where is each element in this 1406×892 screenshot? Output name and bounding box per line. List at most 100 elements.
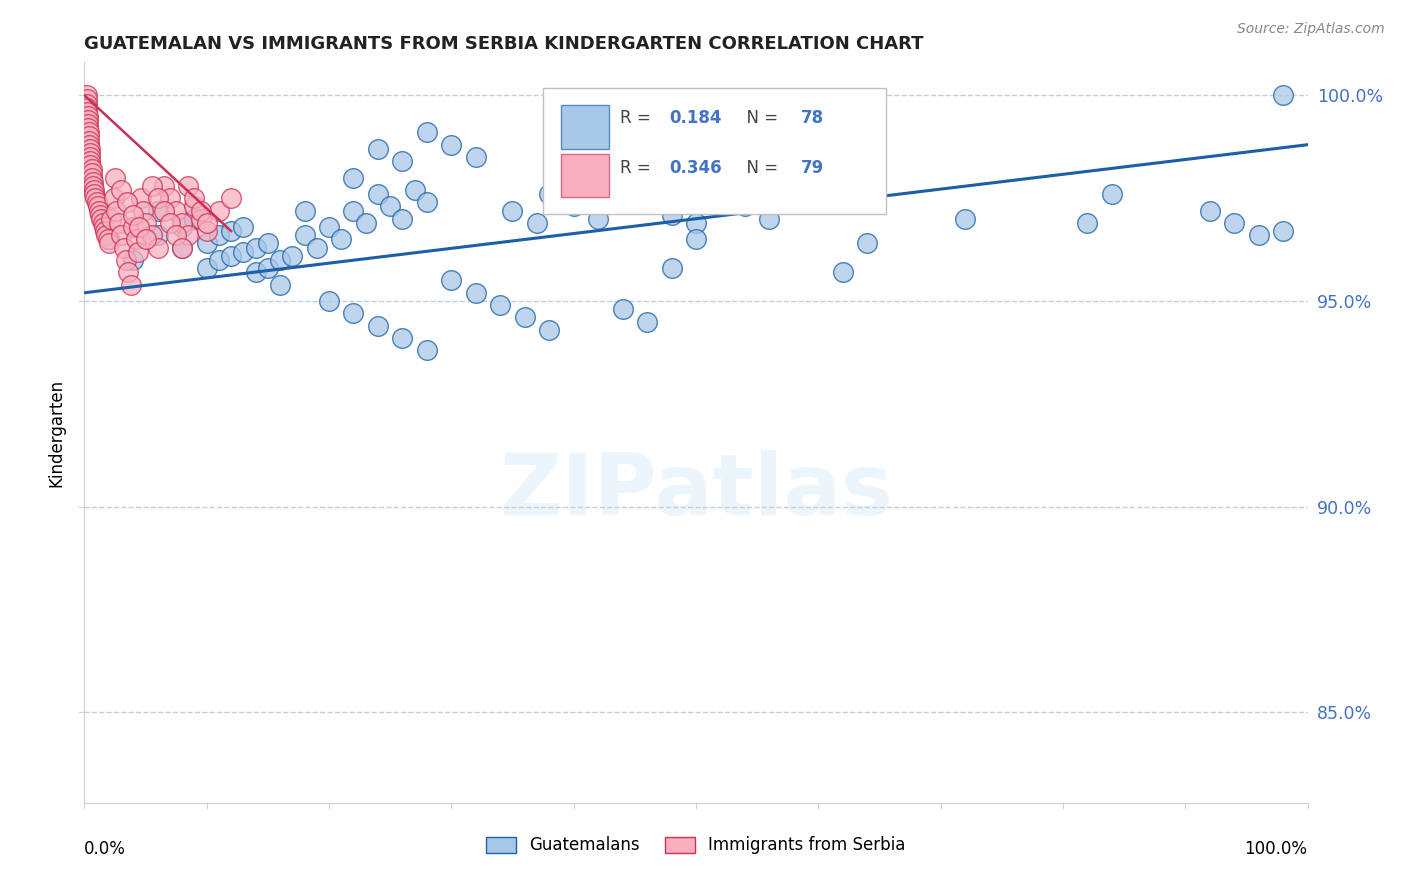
Point	[636, 314, 658, 328]
Point	[80, 162, 103, 177]
Point	[127, 244, 149, 259]
Text: 0.346: 0.346	[669, 159, 721, 177]
Point	[612, 302, 634, 317]
Point	[538, 323, 561, 337]
Text: GUATEMALAN VS IMMIGRANTS FROM SERBIA KINDERGARTEN CORRELATION CHART: GUATEMALAN VS IMMIGRANTS FROM SERBIA KIN…	[84, 35, 924, 53]
Point	[1247, 228, 1270, 243]
Point	[502, 203, 524, 218]
Point	[76, 88, 98, 103]
Point	[117, 265, 139, 279]
Point	[77, 113, 100, 128]
Point	[104, 170, 127, 185]
Point	[183, 211, 205, 226]
Point	[391, 211, 413, 226]
Point	[86, 195, 108, 210]
Point	[685, 216, 707, 230]
FancyBboxPatch shape	[561, 153, 609, 197]
Point	[96, 228, 118, 243]
Point	[1198, 203, 1220, 218]
Point	[159, 191, 181, 205]
Point	[195, 216, 218, 230]
Point	[77, 109, 100, 123]
Point	[612, 183, 634, 197]
Point	[146, 240, 169, 254]
Point	[83, 187, 105, 202]
Point	[464, 150, 486, 164]
Point	[709, 187, 731, 202]
Point	[318, 219, 340, 234]
Point	[953, 211, 976, 226]
Point	[257, 261, 280, 276]
Point	[165, 228, 187, 243]
Point	[128, 219, 150, 234]
Point	[112, 240, 135, 254]
Point	[122, 208, 145, 222]
Text: ZIPatlas: ZIPatlas	[499, 450, 893, 533]
Point	[1272, 88, 1295, 103]
Text: N =: N =	[737, 159, 783, 177]
Point	[97, 236, 120, 251]
Point	[219, 249, 242, 263]
Point	[159, 216, 181, 230]
Point	[89, 208, 111, 222]
Point	[367, 187, 389, 202]
Point	[330, 232, 353, 246]
Point	[84, 191, 107, 205]
Text: 78: 78	[801, 109, 824, 127]
Point	[76, 104, 98, 119]
Point	[141, 178, 163, 193]
Point	[107, 216, 129, 230]
Point	[257, 236, 280, 251]
Point	[342, 306, 364, 320]
Point	[100, 211, 122, 226]
Point	[831, 265, 853, 279]
Point	[146, 228, 169, 243]
Point	[856, 236, 879, 251]
Point	[135, 216, 157, 230]
Point	[195, 261, 218, 276]
Point	[318, 293, 340, 308]
Point	[87, 203, 110, 218]
Point	[391, 154, 413, 169]
Point	[195, 224, 218, 238]
Point	[342, 170, 364, 185]
Point	[380, 199, 402, 213]
Point	[661, 261, 683, 276]
Point	[172, 216, 194, 230]
Point	[90, 211, 112, 226]
Point	[734, 199, 756, 213]
Point	[77, 125, 100, 139]
Point	[391, 331, 413, 345]
Point	[489, 298, 512, 312]
Point	[77, 121, 100, 136]
Point	[513, 310, 536, 325]
Point	[183, 191, 205, 205]
Point	[367, 142, 389, 156]
Point	[77, 129, 100, 144]
Point	[172, 219, 194, 234]
Point	[416, 195, 439, 210]
Point	[208, 228, 231, 243]
Point	[83, 183, 105, 197]
Point	[440, 273, 463, 287]
Point	[77, 137, 100, 152]
Point	[1076, 216, 1098, 230]
Point	[636, 195, 658, 210]
Point	[79, 154, 101, 169]
Point	[281, 249, 304, 263]
Text: 0.184: 0.184	[669, 109, 721, 127]
Point	[177, 178, 200, 193]
Point	[82, 175, 104, 189]
Point	[79, 158, 101, 172]
Point	[77, 117, 100, 131]
Point	[129, 191, 152, 205]
Point	[1101, 187, 1123, 202]
Point	[125, 232, 148, 246]
Point	[440, 137, 463, 152]
Point	[416, 125, 439, 139]
Point	[758, 211, 780, 226]
Point	[294, 228, 316, 243]
Point	[269, 252, 291, 267]
Point	[416, 343, 439, 358]
Point	[342, 203, 364, 218]
